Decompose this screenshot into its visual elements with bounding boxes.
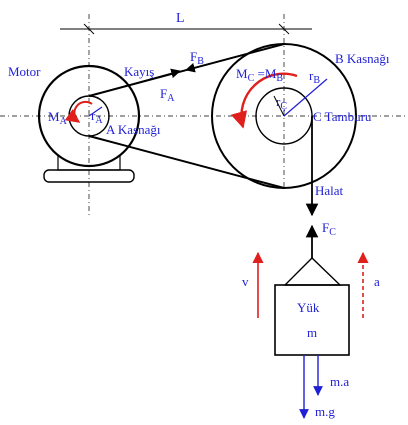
- motor-housing: [37, 64, 141, 168]
- motor-label: Motor: [8, 64, 41, 79]
- radius-b-line: [283, 78, 328, 117]
- load-name-label: Yük: [297, 300, 320, 315]
- motor-base: [43, 169, 135, 183]
- radius-c-label: rÇ: [276, 94, 287, 112]
- load-hanger: [283, 257, 342, 286]
- moment-a-arc: [64, 100, 93, 123]
- dimension-l: L: [60, 11, 312, 35]
- dimension-label: L: [176, 11, 185, 26]
- force-fb-arrow: [185, 43, 285, 73]
- load: [274, 257, 350, 356]
- moment-c-arc: [230, 72, 298, 129]
- load-mass-label: m: [307, 325, 317, 340]
- moment-a-label: MA: [48, 109, 68, 127]
- pulley-b-label: B Kasnağı: [335, 51, 390, 66]
- radius-a-label: rA: [91, 108, 103, 126]
- radius-c-line: [273, 95, 285, 117]
- force-fb-label: FB: [190, 49, 204, 67]
- force-fa-arrow: [88, 68, 181, 97]
- pulley-a-label: A Kasnağı: [106, 122, 161, 137]
- radius-a-line: [88, 106, 103, 117]
- belt-label: Kayış: [124, 64, 154, 79]
- motor: [37, 64, 141, 183]
- belt-bottom: [88, 135, 285, 189]
- force-fa-label: FA: [160, 86, 175, 104]
- load-box: [274, 284, 350, 356]
- radius-b-label: rB: [309, 68, 320, 86]
- inertia-label: m.a: [330, 374, 349, 389]
- weight-label: m.g: [315, 404, 335, 419]
- velocity-label: v: [242, 274, 249, 289]
- rope-label: Halat: [315, 183, 344, 198]
- moment-c-equals-b-label: MC =MB: [236, 66, 283, 84]
- force-fc-label: FC: [322, 220, 336, 238]
- drum-label: C Tamburu: [313, 109, 372, 124]
- acceleration-label: a: [374, 274, 380, 289]
